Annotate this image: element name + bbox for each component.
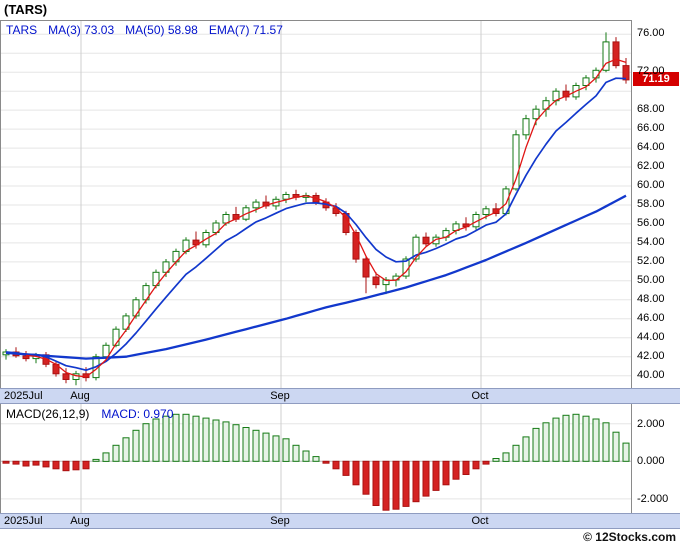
macd-axis-label: 0.000 bbox=[637, 455, 665, 467]
macd-axis-label: -2.000 bbox=[637, 493, 669, 505]
price-axis-label: 46.00 bbox=[637, 312, 665, 324]
date-label: Sep bbox=[270, 515, 290, 527]
date-label: 2025Jul bbox=[4, 390, 43, 402]
date-label: Sep bbox=[270, 390, 290, 402]
date-axis-bottom: 2025Jul Aug Sep Oct bbox=[0, 513, 680, 529]
date-axis-top: 2025Jul Aug Sep Oct bbox=[0, 388, 680, 404]
price-axis-label: 64.00 bbox=[637, 141, 665, 153]
price-plot-svg bbox=[1, 21, 631, 388]
date-label: Oct bbox=[471, 515, 489, 527]
macd-plot-svg bbox=[1, 404, 631, 513]
legend-item-ema7: EMA(7) 71.57 bbox=[208, 23, 283, 37]
price-axis-label: 56.00 bbox=[637, 217, 665, 229]
price-axis-label: 66.00 bbox=[637, 122, 665, 134]
date-label: Aug bbox=[70, 515, 90, 527]
price-axis-label: 50.00 bbox=[637, 274, 665, 286]
macd-pane bbox=[0, 404, 632, 513]
price-axis-label: 48.00 bbox=[637, 293, 665, 305]
price-axis-label: 40.00 bbox=[637, 369, 665, 381]
price-axis-label: 52.00 bbox=[637, 255, 665, 267]
price-legend: TARS MA(3) 73.03 MA(50) 58.98 EMA(7) 71.57 bbox=[6, 23, 283, 37]
copyright: © 12Stocks.com bbox=[583, 530, 676, 544]
legend-item-ma3: MA(3) 73.03 bbox=[48, 23, 115, 37]
price-axis-label: 60.00 bbox=[637, 179, 665, 191]
price-axis-label: 42.00 bbox=[637, 350, 665, 362]
macd-axis: 2.000 0.000 -2.000 bbox=[632, 404, 680, 513]
date-label: Aug bbox=[70, 390, 90, 402]
macd-label: MACD(26,12,9) bbox=[6, 407, 90, 421]
macd-value: MACD: 0.970 bbox=[101, 407, 174, 421]
macd-axis-label: 2.000 bbox=[637, 418, 665, 430]
price-pane bbox=[0, 20, 632, 388]
last-price-badge: 71.19 bbox=[633, 72, 679, 86]
date-label: Oct bbox=[471, 390, 489, 402]
price-axis-label: 76.00 bbox=[637, 27, 665, 39]
price-axis-label: 68.00 bbox=[637, 103, 665, 115]
date-label: 2025Jul bbox=[4, 515, 43, 527]
ticker-title: (TARS) bbox=[4, 2, 48, 17]
macd-legend: MACD(26,12,9) MACD: 0.970 bbox=[6, 407, 173, 421]
price-axis-label: 44.00 bbox=[637, 331, 665, 343]
price-axis-label: 72.00 bbox=[637, 65, 665, 77]
price-axis: 71.19 76.00 72.00 68.00 66.00 64.00 62.00 60.0… bbox=[632, 20, 680, 388]
price-axis-label: 58.00 bbox=[637, 198, 665, 210]
legend-item-ma50: MA(50) 58.98 bbox=[125, 23, 198, 37]
price-axis-label: 54.00 bbox=[637, 236, 665, 248]
price-axis-label: 62.00 bbox=[637, 160, 665, 172]
legend-symbol: TARS bbox=[6, 23, 38, 37]
